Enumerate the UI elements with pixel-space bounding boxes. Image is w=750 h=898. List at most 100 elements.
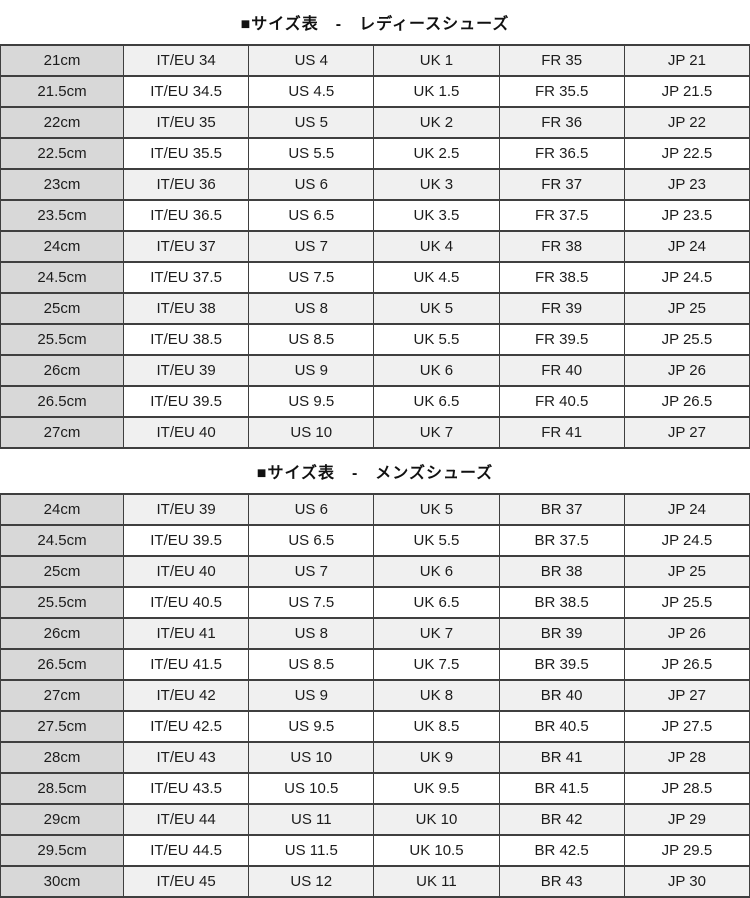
size-cell: BR 43 <box>498 865 625 898</box>
size-cell: BR 38 <box>498 555 625 588</box>
size-cell: JP 24.5 <box>623 524 750 557</box>
size-cell: IT/EU 42.5 <box>122 710 250 743</box>
size-cell: JP 26.5 <box>623 648 750 681</box>
size-cell: JP 30 <box>623 865 750 898</box>
size-cell: UK 5.5 <box>373 323 500 356</box>
size-cell: US 7.5 <box>248 586 375 619</box>
size-cell: UK 1.5 <box>373 75 500 108</box>
size-row: 21cm IT/EU 34 US 4 UK 1 FR 35 JP 21 <box>0 44 750 77</box>
size-cell: US 6.5 <box>248 199 375 232</box>
size-cell: BR 39.5 <box>498 648 625 681</box>
size-row: 24.5cm IT/EU 37.5 US 7.5 UK 4.5 FR 38.5 JP 24… <box>0 261 750 294</box>
size-cell: UK 9 <box>373 741 500 774</box>
size-cell: 25cm <box>0 292 124 325</box>
size-cell: UK 6.5 <box>373 385 500 418</box>
size-cell: US 11.5 <box>248 834 375 867</box>
size-cell: IT/EU 41 <box>122 617 250 650</box>
size-cell: UK 3 <box>373 168 500 201</box>
size-cell: 25.5cm <box>0 586 124 619</box>
size-row: 28cm IT/EU 43 US 10 UK 9 BR 41 JP 28 <box>0 741 750 774</box>
mens-size-table: 24cm IT/EU 39 US 6 UK 5 BR 37 JP 24 24.5cm IT/E… <box>0 493 750 898</box>
size-cell: UK 8.5 <box>373 710 500 743</box>
size-cell: 25cm <box>0 555 124 588</box>
size-cell: BR 38.5 <box>498 586 625 619</box>
size-cell: JP 24.5 <box>623 261 750 294</box>
size-cell: IT/EU 44.5 <box>122 834 250 867</box>
size-row: 21.5cm IT/EU 34.5 US 4.5 UK 1.5 FR 35.5 JP 21… <box>0 75 750 108</box>
size-cell: IT/EU 43 <box>122 741 250 774</box>
size-cell: 27.5cm <box>0 710 124 743</box>
size-cell: 28.5cm <box>0 772 124 805</box>
size-cell: IT/EU 40 <box>122 555 250 588</box>
size-row: 23.5cm IT/EU 36.5 US 6.5 UK 3.5 FR 37.5 JP 23… <box>0 199 750 232</box>
size-cell: US 7 <box>248 555 375 588</box>
size-cell: US 9 <box>248 679 375 712</box>
size-cell: FR 35.5 <box>498 75 625 108</box>
size-cell: IT/EU 37.5 <box>122 261 250 294</box>
size-cell: JP 29.5 <box>623 834 750 867</box>
size-cell: 26cm <box>0 354 124 387</box>
size-row: 27.5cm IT/EU 42.5 US 9.5 UK 8.5 BR 40.5 JP 27… <box>0 710 750 743</box>
size-cell: US 4.5 <box>248 75 375 108</box>
size-row: 24cm IT/EU 37 US 7 UK 4 FR 38 JP 24 <box>0 230 750 263</box>
size-cell: UK 7 <box>373 617 500 650</box>
ladies-size-table: 21cm IT/EU 34 US 4 UK 1 FR 35 JP 21 21.5cm IT/E… <box>0 44 750 449</box>
size-cell: US 6 <box>248 493 375 526</box>
size-cell: BR 41 <box>498 741 625 774</box>
size-cell: UK 5.5 <box>373 524 500 557</box>
size-row: 24.5cm IT/EU 39.5 US 6.5 UK 5.5 BR 37.5 JP 24… <box>0 524 750 557</box>
size-cell: 27cm <box>0 416 124 449</box>
size-cell: UK 11 <box>373 865 500 898</box>
size-cell: IT/EU 39 <box>122 493 250 526</box>
size-cell: JP 25.5 <box>623 586 750 619</box>
size-cell: IT/EU 34 <box>122 44 250 77</box>
size-cell: IT/EU 36 <box>122 168 250 201</box>
size-cell: 26.5cm <box>0 385 124 418</box>
size-cell: US 5 <box>248 106 375 139</box>
size-cell: UK 7 <box>373 416 500 449</box>
size-cell: US 10.5 <box>248 772 375 805</box>
size-row: 30cm IT/EU 45 US 12 UK 11 BR 43 JP 30 <box>0 865 750 898</box>
size-cell: JP 25 <box>623 292 750 325</box>
size-cell: BR 37 <box>498 493 625 526</box>
size-cell: 25.5cm <box>0 323 124 356</box>
size-cell: 29cm <box>0 803 124 836</box>
size-row: 27cm IT/EU 40 US 10 UK 7 FR 41 JP 27 <box>0 416 750 449</box>
size-cell: IT/EU 42 <box>122 679 250 712</box>
size-cell: IT/EU 36.5 <box>122 199 250 232</box>
size-cell: BR 41.5 <box>498 772 625 805</box>
size-cell: JP 28.5 <box>623 772 750 805</box>
size-cell: BR 39 <box>498 617 625 650</box>
size-cell: JP 24 <box>623 230 750 263</box>
size-cell: FR 36.5 <box>498 137 625 170</box>
size-row: 23cm IT/EU 36 US 6 UK 3 FR 37 JP 23 <box>0 168 750 201</box>
size-cell: IT/EU 41.5 <box>122 648 250 681</box>
size-cell: US 11 <box>248 803 375 836</box>
size-cell: UK 6.5 <box>373 586 500 619</box>
size-row: 26cm IT/EU 39 US 9 UK 6 FR 40 JP 26 <box>0 354 750 387</box>
size-cell: 21.5cm <box>0 75 124 108</box>
size-cell: 24cm <box>0 230 124 263</box>
size-cell: IT/EU 39 <box>122 354 250 387</box>
size-cell: JP 21 <box>623 44 750 77</box>
size-cell: 24cm <box>0 493 124 526</box>
size-cell: BR 40 <box>498 679 625 712</box>
ladies-size-table-title: ■サイズ表 - レディースシューズ <box>240 16 510 33</box>
size-cell: JP 26 <box>623 617 750 650</box>
size-cell: JP 23.5 <box>623 199 750 232</box>
size-cell: US 8.5 <box>248 648 375 681</box>
size-cell: US 10 <box>248 416 375 449</box>
size-cell: UK 2 <box>373 106 500 139</box>
size-cell: UK 3.5 <box>373 199 500 232</box>
size-row: 29.5cm IT/EU 44.5 US 11.5 UK 10.5 BR 42.5 JP … <box>0 834 750 867</box>
size-cell: BR 42 <box>498 803 625 836</box>
size-cell: JP 24 <box>623 493 750 526</box>
size-cell: UK 7.5 <box>373 648 500 681</box>
size-cell: FR 37.5 <box>498 199 625 232</box>
size-cell: JP 26.5 <box>623 385 750 418</box>
size-cell: IT/EU 38.5 <box>122 323 250 356</box>
mens-size-section: ■サイズ表 - メンズシューズ 24cm IT/EU 39 US 6 UK 5 BR 3… <box>0 449 750 898</box>
size-cell: JP 27.5 <box>623 710 750 743</box>
ladies-size-section: ■サイズ表 - レディースシューズ 21cm IT/EU 34 US 4 UK 1 FR… <box>0 16 750 449</box>
size-row: 27cm IT/EU 42 US 9 UK 8 BR 40 JP 27 <box>0 679 750 712</box>
